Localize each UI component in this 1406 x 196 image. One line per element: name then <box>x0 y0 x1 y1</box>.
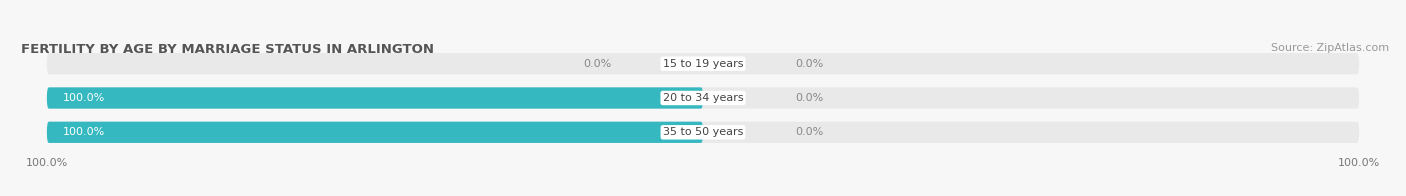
Text: 15 to 19 years: 15 to 19 years <box>662 59 744 69</box>
Text: 100.0%: 100.0% <box>63 127 105 137</box>
Text: 0.0%: 0.0% <box>583 59 612 69</box>
Text: 35 to 50 years: 35 to 50 years <box>662 127 744 137</box>
FancyBboxPatch shape <box>46 87 1360 109</box>
Text: Source: ZipAtlas.com: Source: ZipAtlas.com <box>1271 43 1389 53</box>
Text: 20 to 34 years: 20 to 34 years <box>662 93 744 103</box>
Text: FERTILITY BY AGE BY MARRIAGE STATUS IN ARLINGTON: FERTILITY BY AGE BY MARRIAGE STATUS IN A… <box>21 43 434 56</box>
FancyBboxPatch shape <box>46 53 1360 74</box>
Text: 0.0%: 0.0% <box>794 93 823 103</box>
Text: 100.0%: 100.0% <box>63 93 105 103</box>
FancyBboxPatch shape <box>46 122 1360 143</box>
Text: 0.0%: 0.0% <box>794 127 823 137</box>
FancyBboxPatch shape <box>46 87 703 109</box>
Text: 0.0%: 0.0% <box>794 59 823 69</box>
FancyBboxPatch shape <box>46 122 703 143</box>
